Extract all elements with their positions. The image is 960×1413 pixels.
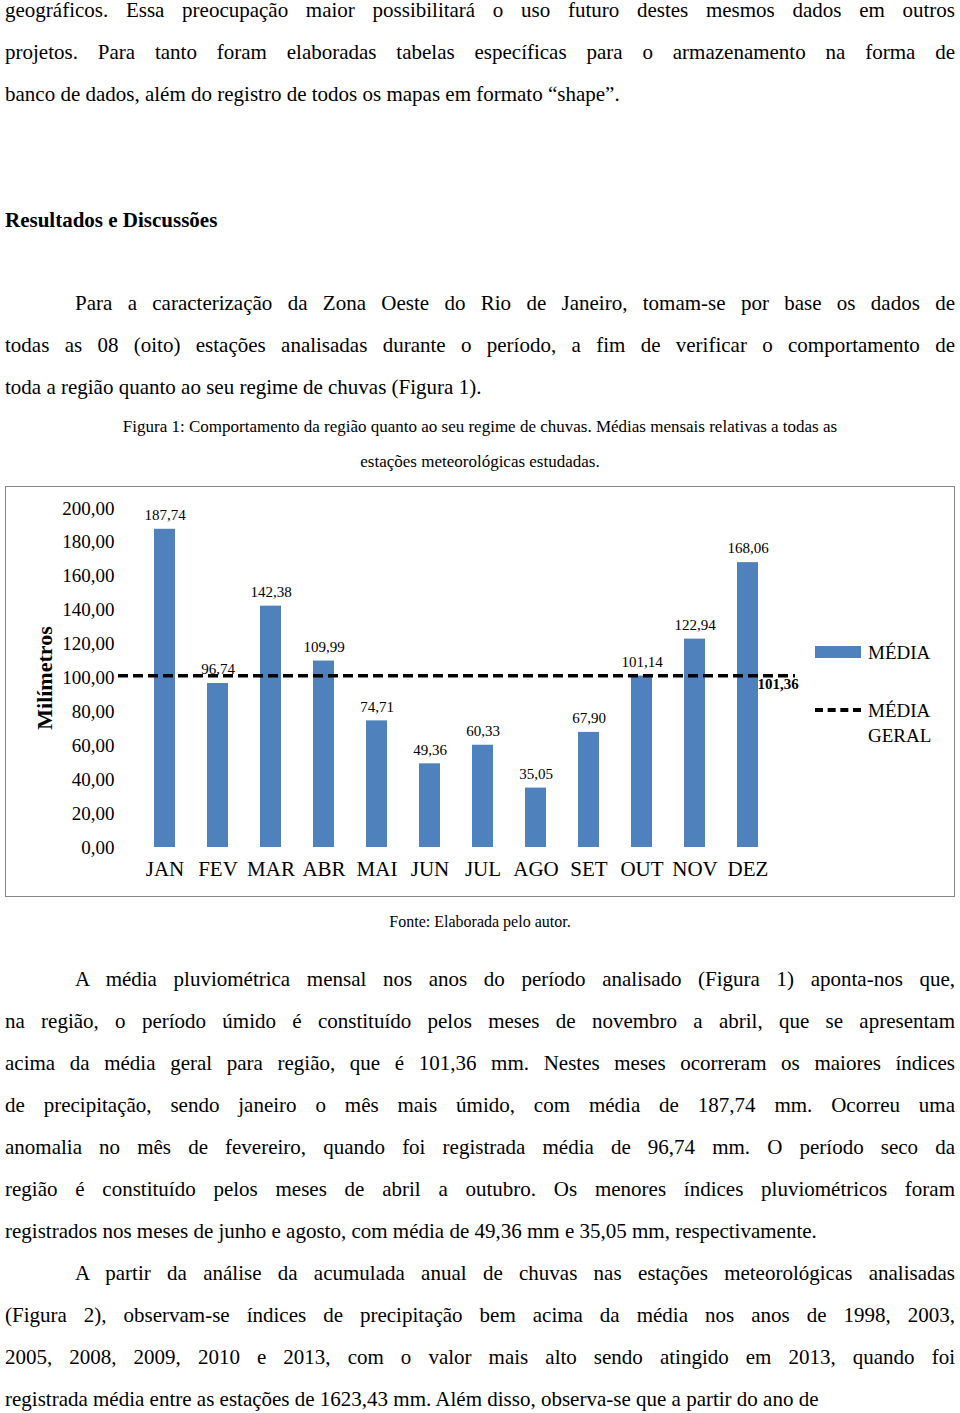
svg-text:80,00: 80,00 <box>72 701 115 722</box>
html-text:registrada média entre as esta: registrada média entre as estações de 16… <box>5 1387 819 1411</box>
svg-text:49,36: 49,36 <box>413 742 447 758</box>
html-text:Resultados e Discussões: Resultados e Discussões <box>5 208 218 232</box>
html-text:2005, 2008, 2009, 2010 e 2013,: 2005, 2008, 2009, 2010 e 2013, com o val… <box>5 1345 955 1369</box>
svg-text:0,00: 0,00 <box>81 837 114 858</box>
svg-text:168,06: 168,06 <box>727 540 769 556</box>
svg-text:101,14: 101,14 <box>621 654 663 670</box>
svg-text:187,74: 187,74 <box>144 507 186 523</box>
html-text:acima da média geral para regi: acima da média geral para região, que é … <box>5 1051 955 1075</box>
svg-text:109,99: 109,99 <box>303 639 344 655</box>
svg-text:67,90: 67,90 <box>572 710 606 726</box>
html-text:região é constituído pelos mes: região é constituído pelos meses de abri… <box>5 1177 955 1201</box>
svg-text:200,00: 200,00 <box>62 498 114 519</box>
html-text:na região, o período úmido é c: na região, o período úmido é constituído… <box>5 1009 955 1033</box>
svg-text:JAN: JAN <box>146 857 185 881</box>
html-text:Milímetros: Milímetros <box>32 626 57 730</box>
html-text:MÉDIA: MÉDIA <box>868 642 931 663</box>
svg-text:122,94: 122,94 <box>674 617 716 633</box>
svg-text:40,00: 40,00 <box>72 769 115 790</box>
html-text:(Figura 2), observam-se índice: (Figura 2), observam-se índices de preci… <box>5 1303 955 1327</box>
html-text:Figura 1: Comportamento da reg: Figura 1: Comportamento da região quanto… <box>122 417 838 436</box>
svg-text:MAI: MAI <box>357 857 398 881</box>
svg-text:MAR: MAR <box>247 857 295 881</box>
svg-text:160,00: 160,00 <box>62 565 114 586</box>
svg-text:96,74: 96,74 <box>201 661 235 678</box>
html-text:Fonte: Elaborada pelo autor.: Fonte: Elaborada pelo autor. <box>389 913 571 930</box>
html-text:projetos. Para tanto foram ela: projetos. Para tanto foram elaboradas ta… <box>5 40 955 64</box>
svg-text:JUL: JUL <box>465 857 501 881</box>
html-text:anomalia no mês de fevereiro,: anomalia no mês de fevereiro, quando foi… <box>5 1135 955 1159</box>
html-text:estações meteorológicas estuda: estações meteorológicas estudadas. <box>360 452 600 471</box>
svg-text:100,00: 100,00 <box>62 667 114 688</box>
svg-text:60,00: 60,00 <box>72 735 115 756</box>
svg-text:60,33: 60,33 <box>466 723 500 739</box>
svg-text:20,00: 20,00 <box>72 803 115 824</box>
html-text:MÉDIA GERAL: MÉDIA GERAL <box>868 700 932 746</box>
svg-text:120,00: 120,00 <box>62 633 114 654</box>
svg-text:SET: SET <box>570 857 608 881</box>
svg-text:140,00: 140,00 <box>62 599 114 620</box>
html-text:A média pluviométrica mensal n: A média pluviométrica mensal nos anos do… <box>75 967 955 991</box>
svg-text:142,38: 142,38 <box>250 584 291 600</box>
html-text:Para a caracterização da Zona: Para a caracterização da Zona Oeste do R… <box>75 291 955 315</box>
svg-text:180,00: 180,00 <box>62 531 114 552</box>
svg-text:35,05: 35,05 <box>519 766 553 782</box>
html-text:de precipitação, sendo janeiro: de precipitação, sendo janeiro o mês mai… <box>5 1093 955 1117</box>
svg-text:FEV: FEV <box>198 857 238 881</box>
svg-text:74,71: 74,71 <box>360 699 394 715</box>
html-text:toda a região quanto ao seu re: toda a região quanto ao seu regime de ch… <box>5 375 482 399</box>
svg-text:101,36: 101,36 <box>757 675 799 691</box>
svg-text:JUN: JUN <box>411 857 450 881</box>
html-text:todas as 08 (oito) estações an: todas as 08 (oito) estações analisadas d… <box>5 333 955 357</box>
html-text:A partir da análise da acumula: A partir da análise da acumulada anual d… <box>75 1261 955 1285</box>
svg-text:DEZ: DEZ <box>728 857 769 881</box>
html-text:registrados nos meses de junho: registrados nos meses de junho e agosto,… <box>5 1219 817 1243</box>
svg-text:AGO: AGO <box>513 857 559 881</box>
html-text:banco de dados, além do regist: banco de dados, além do registro de todo… <box>5 82 620 106</box>
svg-text:NOV: NOV <box>672 857 718 881</box>
svg-text:ABR: ABR <box>302 857 345 881</box>
svg-text:OUT: OUT <box>620 857 663 881</box>
